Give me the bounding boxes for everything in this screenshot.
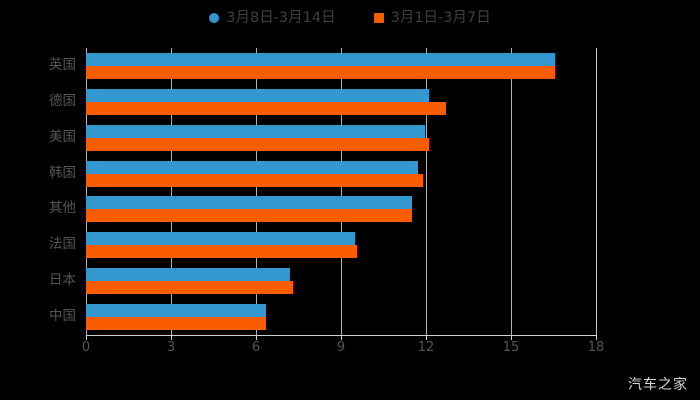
y-axis-category-label: 美国 <box>49 128 76 145</box>
y-axis-category-label: 英国 <box>49 56 76 73</box>
x-axis-tick-label: 12 <box>417 340 435 355</box>
bar-row <box>86 232 596 246</box>
bar-row <box>86 209 596 223</box>
bar[interactable] <box>86 281 293 295</box>
x-axis-tick-label: 15 <box>502 340 520 355</box>
y-axis-category-label: 韩国 <box>49 164 76 181</box>
x-axis-tick-mark <box>596 335 597 340</box>
bar[interactable] <box>86 101 446 115</box>
gridline <box>171 48 172 335</box>
bar[interactable] <box>86 196 412 210</box>
bar[interactable] <box>86 173 424 187</box>
y-axis-category-label: 中国 <box>49 308 76 325</box>
chart-legend: 3月8日-3月14日 3月1日-3月7日 <box>0 6 700 30</box>
x-axis-tick-mark <box>256 335 257 340</box>
bar-row <box>86 137 596 151</box>
x-axis-tick-mark <box>511 335 512 340</box>
gridline <box>256 48 257 335</box>
bar[interactable] <box>86 304 266 318</box>
dot-icon <box>209 13 220 23</box>
watermark: 汽车之家 <box>628 377 688 393</box>
bar[interactable] <box>86 232 356 246</box>
bar[interactable] <box>86 268 290 282</box>
bar-row <box>86 52 596 66</box>
gridline <box>86 48 87 335</box>
bar[interactable] <box>86 124 425 138</box>
bar[interactable] <box>86 137 429 151</box>
bar[interactable] <box>86 209 412 223</box>
y-axis-category-label: 日本 <box>49 272 76 289</box>
bar[interactable] <box>86 245 357 259</box>
bar-row <box>86 65 596 79</box>
bar[interactable] <box>86 52 555 66</box>
bar[interactable] <box>86 88 429 102</box>
bar-row <box>86 101 596 115</box>
x-axis-tick-label: 18 <box>587 340 605 355</box>
gridline <box>596 48 597 335</box>
x-axis-tick-label: 3 <box>166 340 176 355</box>
legend-item-series-2[interactable]: 3月1日-3月7日 <box>373 9 491 26</box>
y-axis-category-label: 德国 <box>49 92 76 109</box>
bar-row <box>86 124 596 138</box>
bar-row <box>86 173 596 187</box>
y-axis-category-label: 法国 <box>49 236 76 253</box>
legend-label-series-2: 3月1日-3月7日 <box>390 9 491 26</box>
gridline <box>426 48 427 335</box>
x-axis-tick-label: 6 <box>251 340 261 355</box>
x-axis-tick-mark <box>86 335 87 340</box>
x-axis-tick-mark <box>426 335 427 340</box>
bar-row <box>86 317 596 331</box>
x-axis-tick-label: 9 <box>336 340 346 355</box>
gridline <box>511 48 512 335</box>
bar[interactable] <box>86 317 266 331</box>
bar-row <box>86 304 596 318</box>
bar-row <box>86 88 596 102</box>
y-axis-labels: 英国德国美国韩国其他法国日本中国 <box>12 48 76 335</box>
y-axis-category-label: 其他 <box>49 200 76 217</box>
legend-label-series-1: 3月8日-3月14日 <box>226 9 336 26</box>
bar[interactable] <box>86 160 418 174</box>
gridline <box>341 48 342 335</box>
bar[interactable] <box>86 65 555 79</box>
x-axis-tick-label: 0 <box>81 340 91 355</box>
plot-area <box>86 48 597 335</box>
bar-row <box>86 245 596 259</box>
legend-item-series-1[interactable]: 3月8日-3月14日 <box>209 9 336 26</box>
bar-row <box>86 160 596 174</box>
x-axis-tick-mark <box>341 335 342 340</box>
square-icon <box>373 13 384 23</box>
x-axis-tick-mark <box>171 335 172 340</box>
bar-row <box>86 268 596 282</box>
bar-row <box>86 281 596 295</box>
bar-row <box>86 196 596 210</box>
